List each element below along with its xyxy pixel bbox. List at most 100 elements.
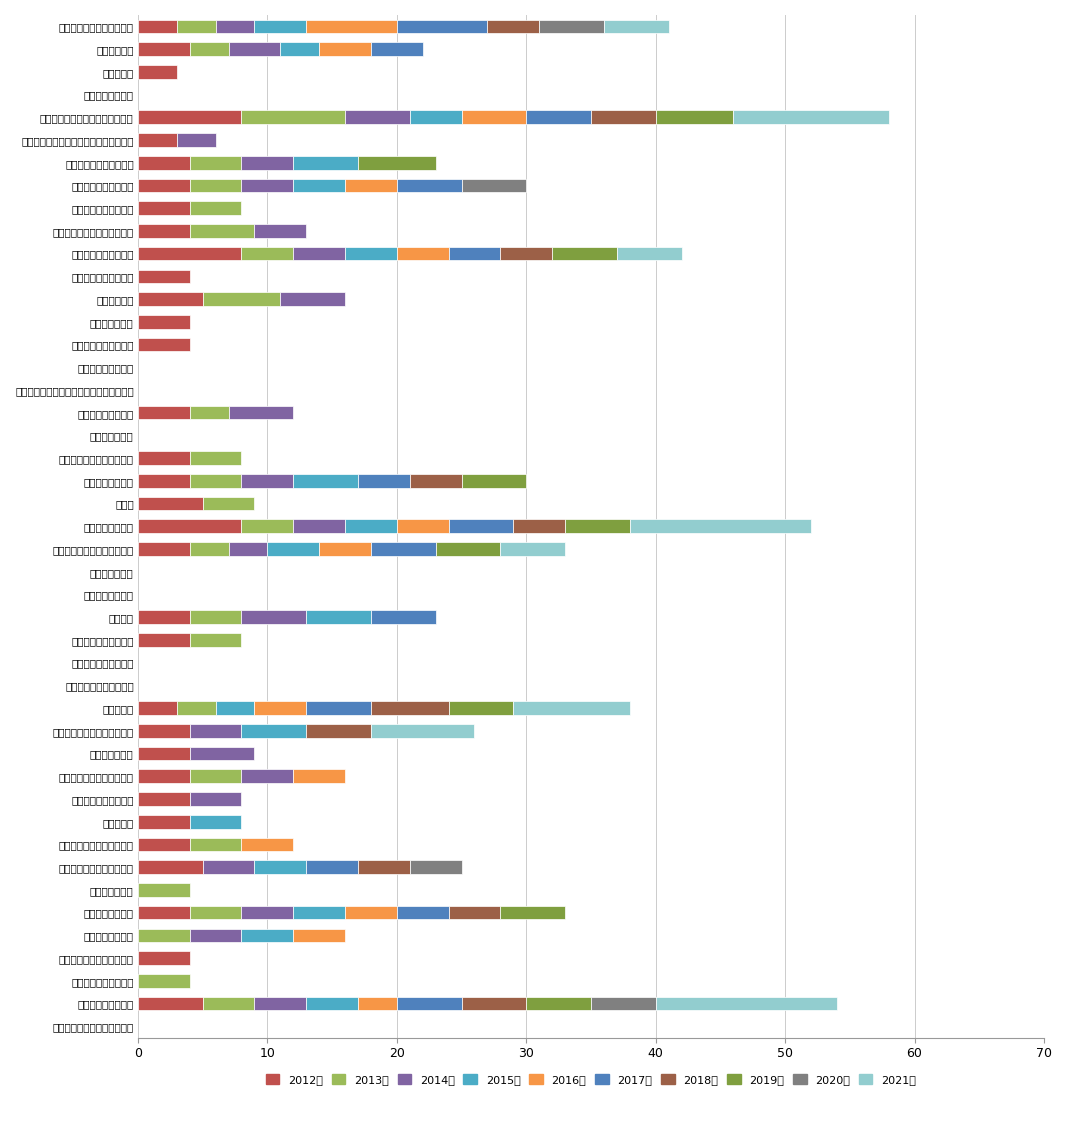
- Bar: [397, 519, 448, 533]
- Bar: [513, 702, 630, 715]
- Bar: [371, 702, 448, 715]
- Bar: [241, 111, 345, 124]
- Bar: [293, 246, 345, 260]
- Bar: [190, 542, 228, 556]
- Bar: [228, 406, 293, 420]
- Bar: [397, 179, 462, 192]
- Bar: [190, 42, 228, 56]
- Bar: [190, 769, 241, 783]
- Bar: [138, 725, 190, 737]
- Bar: [462, 111, 526, 124]
- Bar: [293, 474, 357, 487]
- Bar: [228, 42, 281, 56]
- Bar: [241, 837, 293, 851]
- Bar: [371, 542, 435, 556]
- Bar: [357, 860, 410, 874]
- Bar: [241, 769, 293, 783]
- Bar: [281, 292, 345, 306]
- Bar: [190, 474, 241, 487]
- Bar: [435, 542, 500, 556]
- Bar: [345, 246, 397, 260]
- Bar: [319, 542, 371, 556]
- Bar: [241, 906, 293, 920]
- Bar: [138, 338, 190, 351]
- Bar: [410, 860, 462, 874]
- Bar: [306, 725, 371, 737]
- Bar: [138, 292, 203, 306]
- Bar: [488, 19, 539, 33]
- Legend: 2012年, 2013年, 2014年, 2015年, 2016年, 2017年, 2018年, 2019年, 2020年, 2021年: 2012年, 2013年, 2014年, 2015年, 2016年, 2017年…: [262, 1071, 920, 1089]
- Bar: [190, 406, 228, 420]
- Bar: [268, 542, 319, 556]
- Bar: [190, 837, 241, 851]
- Bar: [254, 702, 306, 715]
- Bar: [190, 746, 254, 760]
- Bar: [138, 42, 190, 56]
- Bar: [203, 997, 254, 1010]
- Bar: [216, 702, 254, 715]
- Bar: [254, 860, 306, 874]
- Bar: [190, 633, 241, 647]
- Bar: [293, 179, 345, 192]
- Bar: [138, 201, 190, 215]
- Bar: [190, 815, 241, 828]
- Bar: [138, 883, 190, 897]
- Bar: [138, 474, 190, 487]
- Bar: [397, 246, 448, 260]
- Bar: [293, 769, 345, 783]
- Bar: [371, 610, 435, 624]
- Bar: [410, 474, 462, 487]
- Bar: [138, 111, 241, 124]
- Bar: [138, 452, 190, 464]
- Bar: [138, 769, 190, 783]
- Bar: [190, 224, 254, 237]
- Bar: [345, 519, 397, 533]
- Bar: [138, 269, 190, 283]
- Bar: [138, 496, 203, 510]
- Bar: [177, 133, 216, 147]
- Bar: [293, 906, 345, 920]
- Bar: [138, 519, 241, 533]
- Bar: [526, 997, 591, 1010]
- Bar: [371, 725, 475, 737]
- Bar: [656, 997, 837, 1010]
- Bar: [293, 156, 357, 170]
- Bar: [190, 929, 241, 942]
- Bar: [357, 474, 410, 487]
- Bar: [138, 246, 241, 260]
- Bar: [138, 542, 190, 556]
- Bar: [190, 725, 241, 737]
- Bar: [138, 815, 190, 828]
- Bar: [357, 156, 435, 170]
- Bar: [241, 725, 306, 737]
- Bar: [397, 19, 488, 33]
- Bar: [306, 610, 371, 624]
- Bar: [566, 519, 630, 533]
- Bar: [462, 997, 526, 1010]
- Bar: [138, 702, 177, 715]
- Bar: [190, 156, 241, 170]
- Bar: [190, 906, 241, 920]
- Bar: [448, 519, 513, 533]
- Bar: [617, 246, 682, 260]
- Bar: [138, 156, 190, 170]
- Bar: [241, 246, 293, 260]
- Bar: [138, 860, 203, 874]
- Bar: [241, 179, 293, 192]
- Bar: [319, 42, 371, 56]
- Bar: [254, 997, 306, 1010]
- Bar: [138, 906, 190, 920]
- Bar: [177, 19, 216, 33]
- Bar: [500, 906, 566, 920]
- Bar: [293, 519, 345, 533]
- Bar: [630, 519, 811, 533]
- Bar: [513, 519, 566, 533]
- Bar: [138, 179, 190, 192]
- Bar: [448, 246, 500, 260]
- Bar: [138, 952, 190, 965]
- Bar: [306, 860, 357, 874]
- Bar: [203, 860, 254, 874]
- Bar: [462, 474, 526, 487]
- Bar: [604, 19, 669, 33]
- Bar: [345, 111, 410, 124]
